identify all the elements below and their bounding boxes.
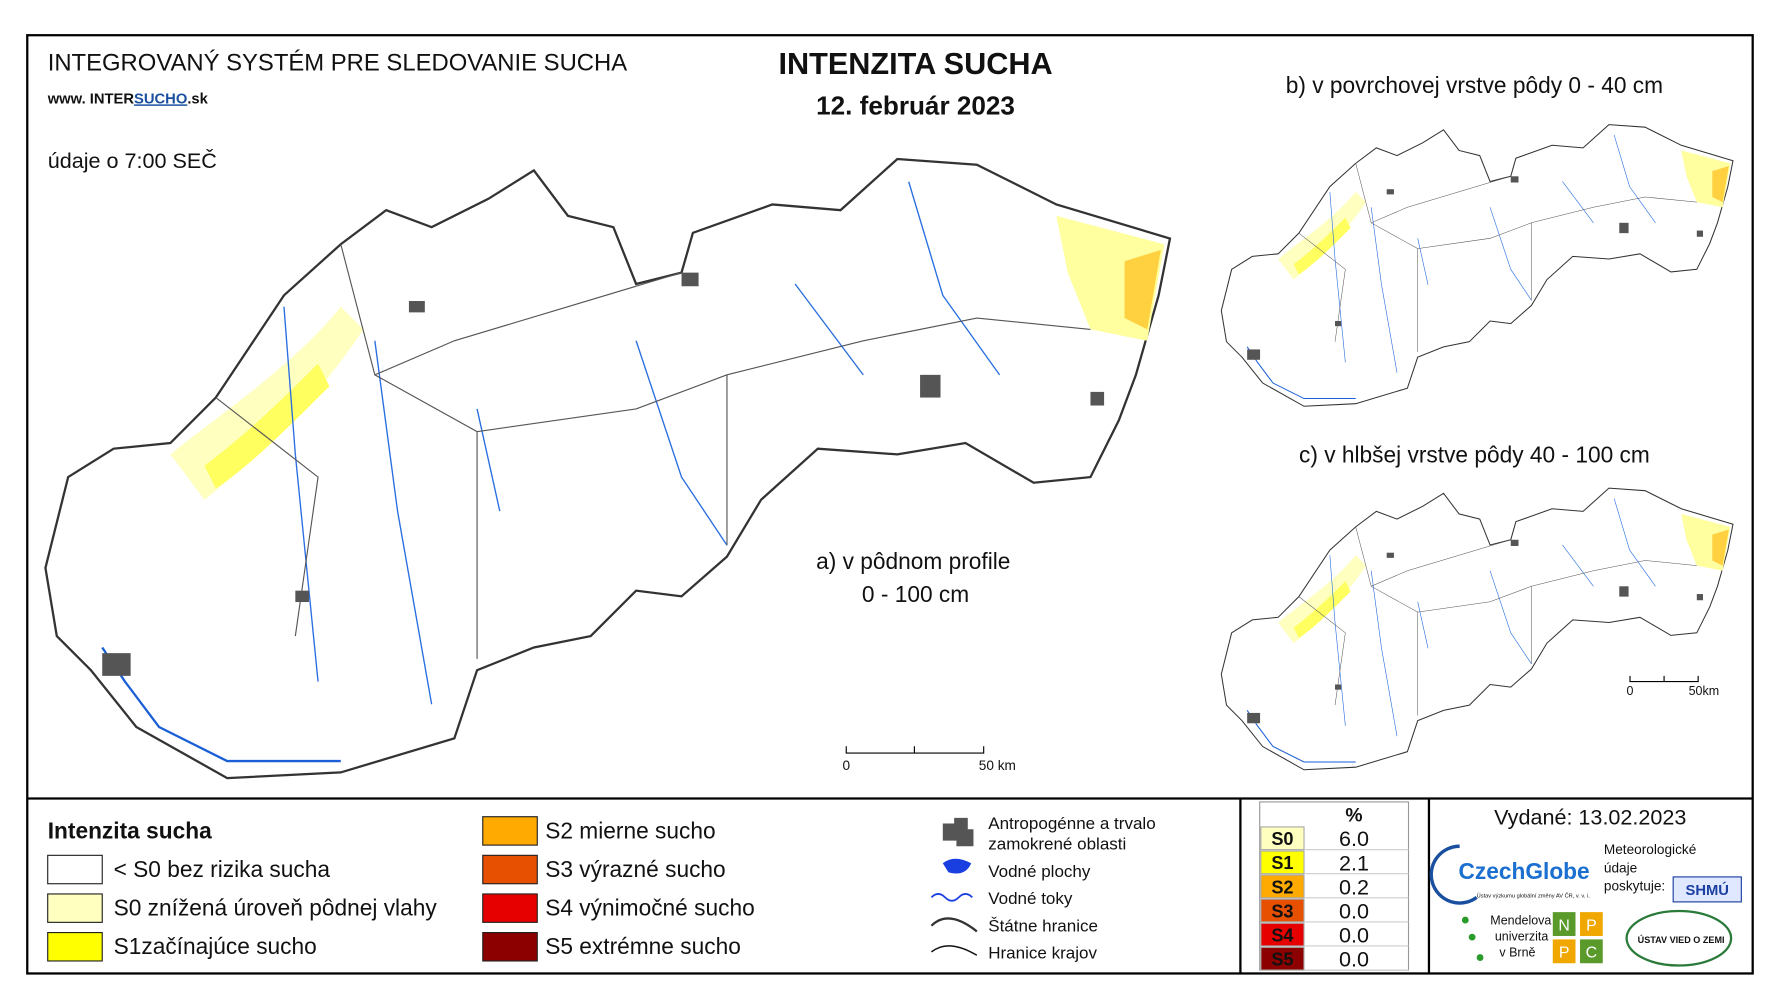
logo-meteo: Meteorologické — [1604, 842, 1696, 857]
value-cell: 0.0 — [1339, 947, 1369, 972]
class-cell — [1260, 826, 1305, 851]
legend-swatch — [482, 854, 538, 885]
logo-nppc: P — [1586, 917, 1597, 934]
map-main-depth: 0 - 100 cm — [862, 581, 969, 607]
value-cell: 0.0 — [1339, 898, 1369, 923]
class-label: S3 — [1271, 901, 1293, 921]
time-note: údaje o 7:00 SEČ — [48, 148, 217, 173]
legend-swatch — [482, 932, 538, 962]
value-cell: 2.1 — [1339, 850, 1369, 875]
logo-mendel: Mendelova — [1490, 914, 1551, 928]
class-label: S4 — [1271, 925, 1293, 945]
legend-swatch — [47, 932, 103, 962]
value-cell: 0.0 — [1339, 923, 1369, 948]
scale-small-50: 50km — [1689, 684, 1720, 698]
logo-nppc: P — [1559, 945, 1570, 962]
system-title: INTEGROVANÝ SYSTÉM PRE SLEDOVANIE SUCHA — [48, 49, 628, 76]
legend-swatch — [47, 854, 103, 885]
scale-bar-small — [1629, 675, 1699, 683]
stats-table: % S0 6.0 S1 2.1 S2 0.2 S3 0.0 S4 0.0 S5 0.0 — [1259, 801, 1410, 972]
map-b — [1221, 125, 1733, 407]
website-b: SUCHO — [134, 91, 187, 107]
class-cell — [1260, 874, 1305, 899]
logo-mendel: v Brně — [1499, 945, 1535, 959]
class-cell — [1260, 946, 1305, 971]
class-label: S2 — [1271, 877, 1293, 897]
symbol-label: zamokrené oblasti — [988, 835, 1126, 854]
scale-0: 0 — [842, 758, 850, 773]
class-cell — [1260, 922, 1305, 947]
map-main-label: a) v pôdnom profile — [816, 548, 1010, 574]
legend-label: S2 mierne sucho — [545, 817, 715, 843]
logo-nppc: N — [1558, 917, 1569, 934]
legend-swatch — [482, 816, 538, 846]
logo-uvz: ÚSTAV VIED O ZEMI — [1638, 934, 1725, 945]
symbol-legend: Antropogénne a trvalo zamokrené oblasti … — [930, 814, 1156, 963]
scale-bar — [845, 746, 985, 754]
title: INTENZITA SUCHA — [778, 47, 1052, 81]
website-c: .sk — [187, 91, 208, 107]
scale-small-0: 0 — [1627, 684, 1634, 698]
logo-nppc: C — [1586, 945, 1597, 962]
class-label: S1 — [1271, 853, 1293, 873]
legend-label: S0 znížená úroveň pôdnej vlahy — [114, 895, 438, 921]
legend: < S0 bez rizika sucha S0 znížená úroveň p… — [47, 816, 755, 962]
symbol-label: Vodné plochy — [988, 862, 1091, 881]
logo-mendel: univerzita — [1495, 930, 1548, 944]
frame — [26, 34, 1754, 975]
logo-czechglobe: CzechGlobe — [1458, 858, 1589, 884]
website-a: www. INTER — [47, 91, 135, 107]
header: INTEGROVANÝ SYSTÉM PRE SLEDOVANIE SUCHA … — [47, 47, 1719, 773]
issued: Vydané: 13.02.2023 — [1494, 805, 1686, 830]
class-label: S5 — [1271, 950, 1293, 970]
map-b-label: b) v povrchovej vrstve pôdy 0 - 40 cm — [1286, 72, 1663, 98]
scale-50: 50 km — [979, 758, 1016, 773]
map-c-label: c) v hlbšej vrstve pôdy 40 - 100 cm — [1299, 441, 1650, 467]
logo-shmu: SHMÚ — [1686, 881, 1729, 899]
symbol-label: Hranice krajov — [988, 944, 1097, 963]
class-label: S0 — [1271, 829, 1293, 849]
publisher: Vydané: 13.02.2023 CzechGlobe Ústav výzk… — [1429, 805, 1742, 967]
logo-meteo: poskytuje: — [1604, 879, 1665, 894]
symbol-label: Vodné toky — [988, 889, 1073, 908]
legend-label: S1začínajúce sucho — [114, 933, 317, 959]
class-cell — [1260, 850, 1305, 875]
date: 12. február 2023 — [816, 91, 1015, 121]
legend-swatch — [482, 893, 538, 923]
legend-swatch — [47, 893, 103, 923]
website: www. INTERSUCHO.sk — [47, 91, 209, 107]
legend-label: S5 extrémne sucho — [545, 933, 741, 959]
logo-meteo: údaje — [1604, 860, 1637, 875]
table-header: % — [1345, 805, 1362, 826]
value-cell: 6.0 — [1339, 826, 1369, 851]
logo-czechglobe-sub: Ústav výzkumu globální změny AV ČR, v. v… — [1477, 892, 1591, 899]
class-cell — [1260, 898, 1305, 923]
legend-label: S4 výnimočné sucho — [545, 895, 754, 921]
legend-label: < S0 bez rizika sucha — [114, 856, 331, 882]
symbol-label: Antropogénne a trvalo — [988, 814, 1155, 833]
value-cell: 0.2 — [1339, 874, 1369, 899]
map-main — [45, 159, 1170, 778]
map-c — [1221, 488, 1733, 770]
symbol-label: Štátne hranice — [988, 916, 1098, 935]
legend-title: Intenzita sucha — [48, 817, 212, 843]
legend-label: S3 výrazné sucho — [545, 856, 725, 882]
